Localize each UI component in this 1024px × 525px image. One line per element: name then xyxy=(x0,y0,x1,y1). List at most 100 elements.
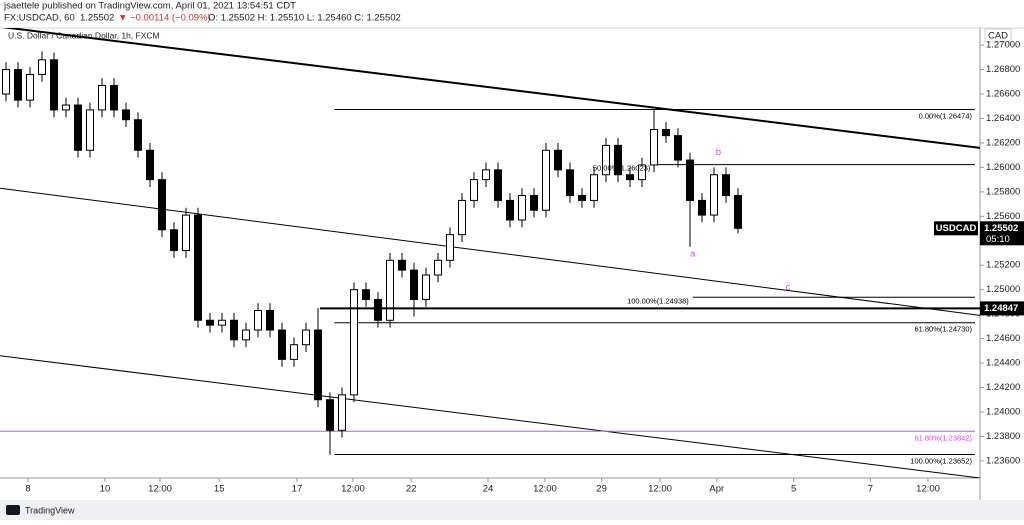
candle-body xyxy=(458,199,466,236)
candle-body xyxy=(674,135,682,161)
candle-body xyxy=(482,169,490,181)
logo-icon xyxy=(6,505,20,515)
last-price-label: 1.25502 xyxy=(984,223,1018,234)
chart-title: U.S. Dollar / Canadian Dollar, 1h, FXCM xyxy=(8,30,160,40)
bar-countdown: 05:10 xyxy=(986,234,1010,245)
trendline xyxy=(1,28,980,149)
symbol-tag-label: USDCAD xyxy=(936,223,977,234)
candle-body xyxy=(230,319,238,341)
footer xyxy=(0,500,1024,520)
candle-body xyxy=(410,269,418,300)
x-tick-label: 15 xyxy=(214,484,225,495)
candle-body xyxy=(182,214,190,252)
plot-area: a b c xyxy=(0,28,980,478)
fib-label: 61.80%(1.24730) xyxy=(914,325,972,334)
hline-tag-label: 1.24847 xyxy=(984,303,1018,314)
y-tick-label: 1.25000 xyxy=(986,284,1020,295)
candle-body xyxy=(566,169,574,197)
y-tick-label: 1.26600 xyxy=(986,89,1020,100)
hline-tag xyxy=(980,301,1024,316)
fib-label: 0.00%(1.26474) xyxy=(919,111,973,120)
candle-body xyxy=(350,289,358,396)
x-tick-label: 12:00 xyxy=(916,484,940,495)
x-tick-label: 12:00 xyxy=(533,484,557,495)
candle-body xyxy=(650,128,658,166)
candle-body xyxy=(206,319,214,326)
candle-body xyxy=(110,84,118,111)
last-price-tag xyxy=(980,221,1024,246)
symbol: FX:USDCAD, 60 xyxy=(4,13,75,24)
candle-body xyxy=(86,109,94,151)
candle-body xyxy=(362,289,370,300)
author-line: jsaettele published on TradingView.com, … xyxy=(3,1,296,12)
y-tick-label: 1.24600 xyxy=(986,333,1020,344)
candle-body xyxy=(50,59,58,111)
fib-label: 61.80%(1.23842) xyxy=(914,433,972,442)
x-tick-label: 7 xyxy=(868,484,873,495)
candle-body xyxy=(278,329,286,360)
x-tick-label: 8 xyxy=(25,484,30,495)
y-tick-label: 1.23600 xyxy=(986,455,1020,466)
y-tick-label: 1.26400 xyxy=(986,113,1020,124)
x-tick-label: 10 xyxy=(100,484,111,495)
candle-body xyxy=(314,329,322,401)
trendline xyxy=(0,355,980,478)
candle-body xyxy=(518,195,526,221)
candle-body xyxy=(266,309,274,331)
candle-body xyxy=(686,159,694,201)
x-tick-label: 12:00 xyxy=(341,484,365,495)
fib-label: 100.00%(1.24938) xyxy=(627,296,689,305)
x-tick-label: 29 xyxy=(596,484,607,495)
candle-body xyxy=(578,195,586,201)
candle-body xyxy=(254,309,262,331)
x-tick-label: 5 xyxy=(791,484,796,495)
candle-body xyxy=(470,179,478,201)
x-tick-label: Apr xyxy=(709,484,724,495)
candle-body xyxy=(146,149,154,181)
candle-body xyxy=(542,149,550,211)
candle-body xyxy=(326,399,334,431)
x-tick-label: 12:00 xyxy=(648,484,672,495)
candle-body xyxy=(602,144,610,176)
candle-body xyxy=(290,344,298,360)
candle-body xyxy=(98,84,106,111)
candle-body xyxy=(614,144,622,176)
y-tick-label: 1.24200 xyxy=(986,382,1020,393)
candle-body xyxy=(530,195,538,211)
candle-body xyxy=(434,259,442,276)
candle-body xyxy=(170,229,178,252)
wave-label: c xyxy=(786,282,791,293)
symbol-tag xyxy=(934,221,978,236)
candle-body xyxy=(638,164,646,181)
y-tick-label: 1.27000 xyxy=(986,40,1020,51)
y-tick-label: 1.25200 xyxy=(986,260,1020,271)
candle-body xyxy=(338,394,346,431)
candle-body xyxy=(590,174,598,201)
currency: CAD xyxy=(988,31,1008,42)
candle-body xyxy=(506,199,514,221)
candle-body xyxy=(26,73,34,101)
candle-body xyxy=(722,174,730,197)
fib-label: 100.00%(1.23652) xyxy=(910,457,972,466)
y-tick-label: 1.24400 xyxy=(986,358,1020,369)
x-tick-label: 12:00 xyxy=(148,484,172,495)
y-tick-label: 1.26000 xyxy=(986,162,1020,173)
last-price: 1.25502 xyxy=(80,13,114,24)
candle-body xyxy=(218,319,226,326)
candle-body xyxy=(446,234,454,261)
candle-body xyxy=(734,195,742,229)
candle-body xyxy=(554,149,562,171)
candle-body xyxy=(14,69,22,101)
candle-body xyxy=(122,109,130,121)
y-tick-label: 1.23800 xyxy=(986,431,1020,442)
candle-body xyxy=(398,259,406,271)
wave-label: b xyxy=(716,147,721,158)
brand: TradingView xyxy=(25,505,75,515)
candle-body xyxy=(374,298,382,321)
candle-body xyxy=(62,104,70,111)
candle-body xyxy=(626,174,634,181)
currency-box xyxy=(984,28,1012,43)
candle-body xyxy=(710,174,718,216)
